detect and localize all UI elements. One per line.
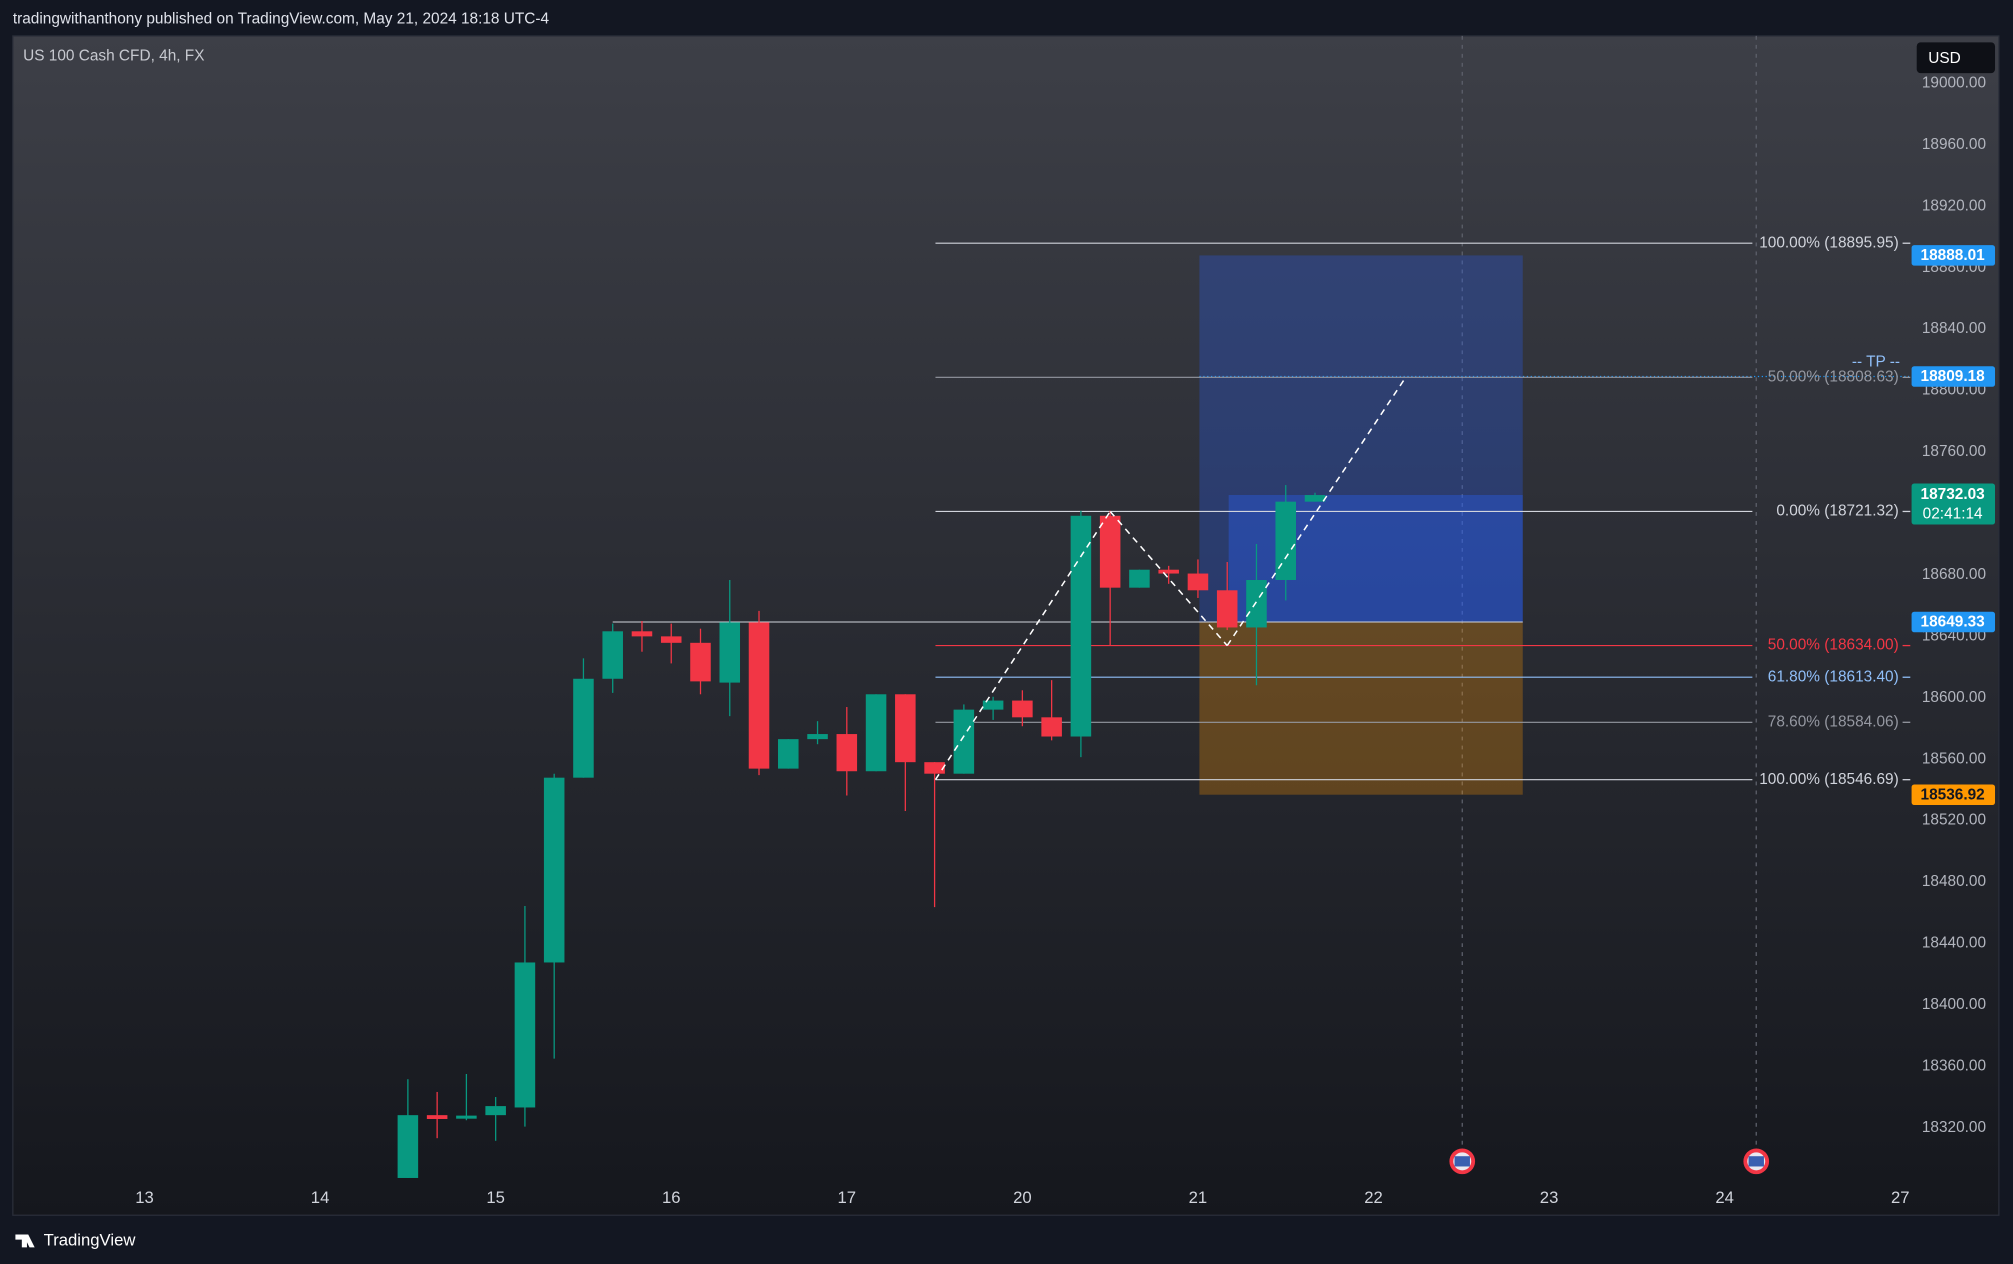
candle-body [1012, 700, 1033, 718]
fib-label: 100.00% (18546.69) [1759, 771, 1899, 788]
candle-body [719, 622, 741, 683]
price-tag [1911, 366, 1996, 387]
countdown: 02:41:14 [1923, 505, 1983, 522]
candle-body [982, 700, 1004, 710]
price-tag-label: 18809.18 [1921, 368, 1986, 385]
logo [15, 1234, 35, 1248]
fib-label: 61.80% (18613.40) [1768, 668, 1899, 685]
candle-body [1216, 590, 1238, 628]
fib-label: 50.00% (18634.00) [1768, 637, 1899, 654]
x-tick-label: 22 [1364, 1188, 1383, 1207]
fib-label: 100.00% (18895.95) [1759, 234, 1899, 251]
x-tick-label: 23 [1540, 1188, 1559, 1207]
x-tick-label: 16 [662, 1188, 681, 1207]
y-tick-label: 18760.00 [1922, 443, 1986, 460]
candle-body [456, 1115, 477, 1119]
x-tick-label: 17 [838, 1188, 857, 1207]
projection [1226, 376, 1407, 647]
candle-body [1070, 515, 1092, 737]
y-tick-label: 18920.00 [1922, 197, 1986, 214]
candle-body [895, 694, 916, 763]
y-tick-label: 18480.00 [1922, 873, 1986, 890]
candle-body [953, 709, 975, 774]
candle-body [631, 631, 653, 637]
y-tick-label: 18360.00 [1922, 1058, 1986, 1075]
x-tick-label: 27 [1891, 1188, 1910, 1207]
candle-body [602, 631, 623, 679]
event-flag[interactable] [1743, 1148, 1770, 1175]
y-tick-label: 18320.00 [1922, 1119, 1986, 1136]
fib-label: 0.00% (18721.32) [1776, 503, 1898, 520]
y-tick-label: 18400.00 [1922, 996, 1986, 1013]
candle-body [1187, 573, 1209, 591]
x-tick-label: 15 [486, 1188, 505, 1207]
y-tick-label: 19000.00 [1922, 74, 1986, 91]
candle-body [543, 777, 565, 963]
y-tick-label: 18600.00 [1922, 689, 1986, 706]
price-tag-label: 18888.01 [1921, 247, 1986, 264]
publisher: tradingwithanthony published on TradingV… [13, 10, 550, 27]
plot: 18320.00 18360.00 18400.00 18440.00 18480.00… [135, 74, 1996, 1207]
fib-label: 50.00% (18808.63) [1768, 368, 1899, 385]
open-profit-zone [1228, 495, 1523, 623]
candle-body [836, 734, 858, 772]
currency: USD [1928, 50, 1961, 67]
y-tick-label: 18960.00 [1922, 136, 1986, 153]
candle-body [1099, 515, 1121, 588]
fib-label: 78.60% (18584.06) [1768, 713, 1899, 730]
price-tag [1911, 245, 1996, 266]
tp-label: -- TP -- [1852, 353, 1900, 370]
x-tick-label: 24 [1715, 1188, 1734, 1207]
candle-body [1129, 569, 1150, 588]
currency-button[interactable] [1916, 42, 1996, 74]
candle-body [397, 1115, 419, 1178]
y-tick-label: 18840.00 [1922, 320, 1986, 337]
event-flag[interactable] [1449, 1148, 1476, 1175]
x-tick-label: 13 [135, 1188, 154, 1207]
price-tag-label: 18649.33 [1921, 614, 1985, 631]
last-price-label: 18732.03 [1921, 486, 1985, 503]
candle-body [1041, 717, 1062, 737]
candle-body [1304, 495, 1326, 502]
candle-body [1275, 501, 1297, 580]
chart-title: US 100 Cash CFD, 4h, FX [23, 48, 204, 65]
price-tag [1911, 611, 1996, 633]
candle-body [660, 636, 682, 643]
y-tick-label: 18560.00 [1922, 750, 1986, 767]
projection [934, 511, 1111, 781]
candle-body [485, 1106, 506, 1116]
x-tick-label: 21 [1189, 1188, 1208, 1207]
loss-zone [1199, 622, 1523, 795]
candle-body [865, 694, 887, 772]
candle-body [573, 678, 594, 778]
price-tag-label: 18536.92 [1921, 786, 1985, 803]
price-tag [1911, 784, 1996, 805]
candle-body [514, 962, 536, 1108]
y-tick-label: 18440.00 [1922, 935, 1986, 952]
x-tick-label: 14 [311, 1188, 330, 1207]
candle-body [1246, 579, 1267, 628]
x-tick-label: 20 [1013, 1188, 1032, 1207]
y-tick-label: 18680.00 [1922, 566, 1986, 583]
candle-body [807, 734, 828, 740]
candle-body [778, 739, 799, 769]
candle-body [690, 642, 711, 682]
candle-body [426, 1115, 448, 1119]
chart-area [12, 35, 2000, 1216]
candle-body [924, 762, 945, 774]
y-tick-label: 18520.00 [1922, 812, 1986, 829]
brand: TradingView [44, 1230, 137, 1249]
candle-body [748, 622, 770, 769]
candle-body [1158, 569, 1179, 574]
last-price-tag [1911, 483, 1996, 525]
profit-zone [1199, 255, 1523, 623]
